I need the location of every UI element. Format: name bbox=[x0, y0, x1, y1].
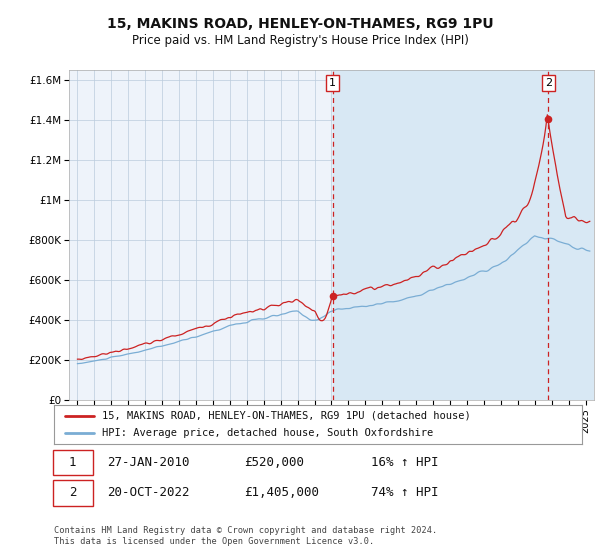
Text: Price paid vs. HM Land Registry's House Price Index (HPI): Price paid vs. HM Land Registry's House … bbox=[131, 34, 469, 47]
Text: HPI: Average price, detached house, South Oxfordshire: HPI: Average price, detached house, Sout… bbox=[101, 428, 433, 438]
Text: 2: 2 bbox=[545, 78, 552, 88]
Text: 16% ↑ HPI: 16% ↑ HPI bbox=[371, 456, 438, 469]
Text: £520,000: £520,000 bbox=[244, 456, 304, 469]
Text: 74% ↑ HPI: 74% ↑ HPI bbox=[371, 487, 438, 500]
FancyBboxPatch shape bbox=[53, 480, 92, 506]
Text: 15, MAKINS ROAD, HENLEY-ON-THAMES, RG9 1PU: 15, MAKINS ROAD, HENLEY-ON-THAMES, RG9 1… bbox=[107, 17, 493, 31]
Bar bbox=[332, 70, 594, 400]
Text: 20-OCT-2022: 20-OCT-2022 bbox=[107, 487, 190, 500]
Text: 27-JAN-2010: 27-JAN-2010 bbox=[107, 456, 190, 469]
Text: 1: 1 bbox=[329, 78, 336, 88]
FancyBboxPatch shape bbox=[53, 450, 92, 475]
Text: 2: 2 bbox=[69, 487, 76, 500]
Text: Contains HM Land Registry data © Crown copyright and database right 2024.
This d: Contains HM Land Registry data © Crown c… bbox=[54, 526, 437, 546]
Text: 15, MAKINS ROAD, HENLEY-ON-THAMES, RG9 1PU (detached house): 15, MAKINS ROAD, HENLEY-ON-THAMES, RG9 1… bbox=[101, 410, 470, 421]
Text: 1: 1 bbox=[69, 456, 76, 469]
Text: £1,405,000: £1,405,000 bbox=[244, 487, 319, 500]
